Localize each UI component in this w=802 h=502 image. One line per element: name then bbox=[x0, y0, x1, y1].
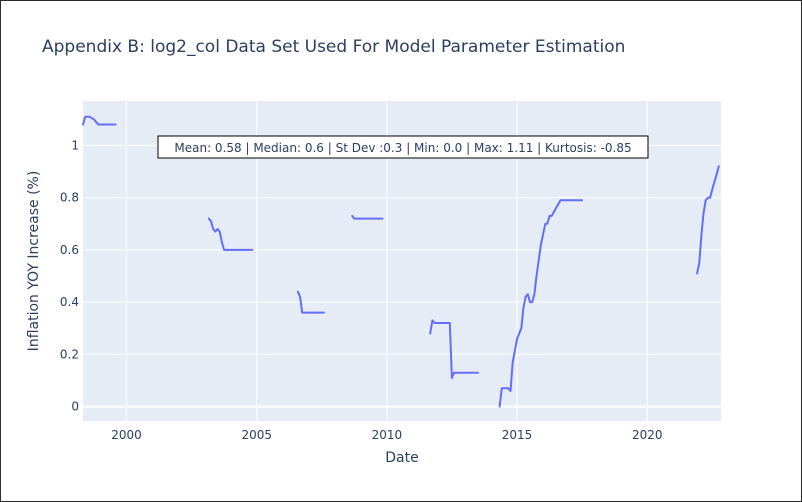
series-line-segment bbox=[296, 290, 325, 314]
series-line-segment bbox=[82, 115, 117, 126]
y-tick-label: 0 bbox=[71, 400, 79, 414]
x-tick-label: 2000 bbox=[111, 428, 142, 442]
y-tick-label: 1 bbox=[71, 138, 79, 152]
x-tick-label: 2020 bbox=[632, 428, 663, 442]
y-tick-label: 0.2 bbox=[60, 347, 79, 361]
x-tick-label: 2005 bbox=[241, 428, 272, 442]
annotation-text: Mean: 0.58 | Median: 0.6 | St Dev :0.3 |… bbox=[174, 141, 631, 155]
series-line-segment bbox=[351, 214, 384, 220]
series-line-segment bbox=[696, 165, 720, 275]
series-line-segment bbox=[429, 319, 479, 379]
stats-annotation: Mean: 0.58 | Median: 0.6 | St Dev :0.3 |… bbox=[157, 135, 649, 159]
series-line-segment bbox=[207, 217, 254, 251]
series-lines bbox=[82, 115, 720, 408]
chart-title: Appendix B: log2_col Data Set Used For M… bbox=[42, 37, 625, 57]
y-tick-label: 0.4 bbox=[60, 295, 79, 309]
y-axis-label: Inflation YOY Increase (%) bbox=[26, 171, 42, 352]
y-tick-labels: 0 0.2 0.4 0.6 0.8 1 bbox=[60, 138, 79, 413]
series-line-segment bbox=[498, 199, 584, 408]
y-tick-label: 0.8 bbox=[60, 191, 79, 205]
x-axis-label: Date bbox=[385, 450, 418, 466]
x-tick-labels: 2000 2005 2010 2015 2020 bbox=[111, 428, 662, 442]
x-tick-label: 2015 bbox=[502, 428, 533, 442]
x-tick-label: 2010 bbox=[372, 428, 403, 442]
y-tick-label: 0.6 bbox=[60, 243, 79, 257]
annotation-box bbox=[157, 135, 649, 159]
